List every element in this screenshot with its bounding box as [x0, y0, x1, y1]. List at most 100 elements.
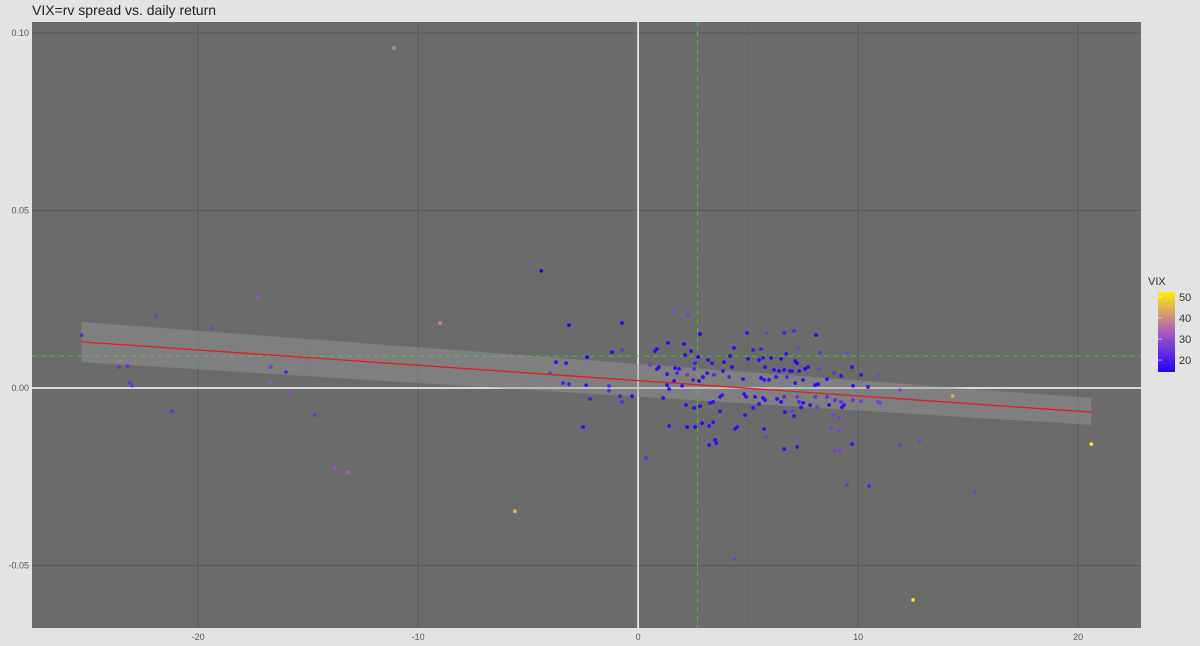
data-point [751, 348, 756, 352]
legend-tick-label: 40 [1179, 313, 1191, 325]
data-point [845, 483, 849, 487]
data-point [696, 355, 701, 360]
data-point [792, 414, 796, 418]
data-point [832, 371, 837, 376]
data-point [838, 448, 842, 453]
data-point [851, 383, 855, 388]
data-point [790, 369, 794, 373]
x-tick-label: 0 [636, 632, 641, 642]
data-point [692, 405, 697, 410]
data-point [732, 345, 736, 350]
data-point [713, 437, 717, 442]
data-point [682, 342, 686, 346]
data-point [671, 310, 675, 314]
data-point [782, 447, 787, 451]
y-tick-label: 0.00 [11, 383, 29, 393]
data-point [813, 394, 818, 399]
data-point [391, 46, 396, 50]
data-point [825, 394, 829, 399]
data-point [759, 376, 763, 380]
data-point [672, 379, 677, 383]
data-point [833, 448, 837, 453]
data-point [685, 372, 690, 377]
data-point [866, 385, 870, 389]
data-point [620, 348, 624, 352]
data-point [797, 369, 802, 373]
data-point [817, 366, 822, 371]
data-point [972, 490, 977, 494]
data-point [680, 383, 684, 388]
data-point [877, 372, 881, 377]
data-point [727, 375, 732, 379]
data-point [790, 409, 794, 413]
data-point [762, 426, 767, 431]
data-point [130, 383, 134, 388]
data-point [732, 557, 737, 562]
data-point [783, 410, 787, 415]
data-point [763, 398, 767, 402]
chart-title: VIX=rv spread vs. daily return [32, 2, 217, 18]
data-point [684, 403, 688, 407]
data-point [813, 383, 818, 388]
data-point [665, 372, 670, 377]
data-point [718, 409, 723, 413]
data-point [561, 381, 565, 385]
data-point [644, 456, 648, 460]
data-point [125, 364, 130, 368]
data-point [782, 394, 787, 399]
data-point [897, 388, 902, 393]
x-tick-label: -20 [192, 632, 205, 642]
data-point [818, 350, 822, 355]
data-point [774, 375, 778, 379]
data-point [707, 424, 712, 428]
data-point [743, 413, 747, 417]
data-point [782, 331, 787, 335]
data-point [859, 372, 864, 377]
data-point [735, 425, 739, 429]
data-point [851, 398, 855, 402]
data-point [837, 429, 842, 433]
data-point [705, 371, 710, 376]
data-point [268, 381, 273, 385]
data-point [1089, 442, 1094, 447]
data-point [742, 392, 747, 396]
data-point [584, 383, 589, 388]
data-point [775, 397, 780, 401]
data-point [169, 409, 174, 413]
data-point [757, 402, 761, 406]
data-point [720, 393, 725, 398]
data-point [765, 331, 769, 335]
data-point [850, 365, 855, 369]
data-point [693, 425, 697, 429]
data-point [950, 394, 955, 399]
data-point [655, 366, 659, 371]
data-point [693, 361, 697, 366]
data-point [268, 365, 273, 369]
plot-panel [32, 22, 1141, 628]
data-point [722, 360, 727, 364]
data-point [712, 372, 716, 377]
data-point [607, 383, 611, 388]
data-point [312, 413, 317, 417]
y-tick-label: 0.10 [11, 28, 29, 38]
data-point [744, 394, 749, 399]
data-point [769, 355, 774, 360]
data-point [803, 366, 807, 371]
data-point [588, 397, 593, 401]
data-point [698, 404, 703, 409]
data-point [763, 365, 767, 369]
data-point [806, 365, 811, 369]
legend-colorbar [1158, 292, 1175, 372]
data-point [707, 443, 712, 448]
data-point [745, 331, 749, 335]
data-point [759, 347, 763, 351]
data-point [779, 357, 783, 361]
data-point [79, 333, 84, 338]
x-tick-label: -10 [412, 632, 425, 642]
data-point [701, 375, 705, 379]
data-point [683, 353, 688, 357]
y-tick-label: 0.05 [11, 206, 29, 216]
data-point [797, 399, 802, 404]
data-point [610, 350, 615, 355]
